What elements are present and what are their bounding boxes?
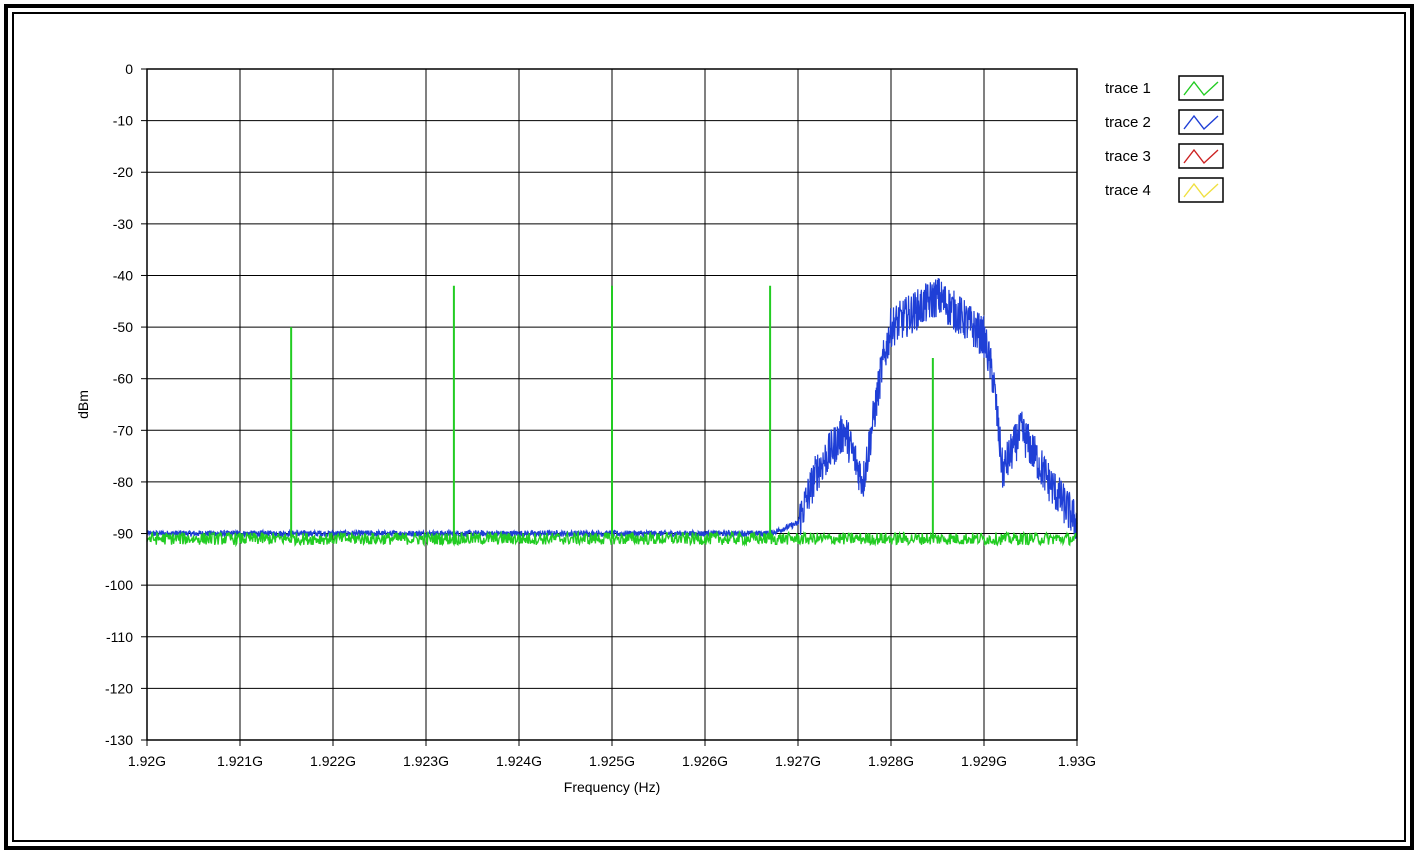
y-tick-label: -20 — [113, 164, 133, 180]
x-tick-label: 1.92G — [128, 753, 166, 769]
x-tick-label: 1.928G — [868, 753, 914, 769]
y-tick-label: -10 — [113, 113, 133, 129]
y-axis-label: dBm — [75, 390, 91, 419]
series-layer — [146, 278, 1078, 548]
legend-swatch-box — [1178, 109, 1224, 135]
legend-item-trace-1[interactable]: trace 1 — [1105, 75, 1224, 101]
y-tick-label: -90 — [113, 526, 133, 542]
legend-item-trace-4[interactable]: trace 4 — [1105, 177, 1224, 203]
x-tick-label: 1.927G — [775, 753, 821, 769]
y-tick-label: -50 — [113, 319, 133, 335]
x-tick-label: 1.929G — [961, 753, 1007, 769]
y-tick-label: -40 — [113, 267, 133, 283]
x-tick-label: 1.925G — [589, 753, 635, 769]
y-tick-label: -60 — [113, 371, 133, 387]
y-tick-label: -30 — [113, 216, 133, 232]
legend-swatch-box — [1178, 177, 1224, 203]
legend-swatch-box — [1178, 75, 1224, 101]
legend[interactable]: trace 1 trace 2 trace 3 trace 4 — [1105, 75, 1224, 203]
legend-item-trace-3[interactable]: trace 3 — [1105, 143, 1224, 169]
x-tick-label: 1.922G — [310, 753, 356, 769]
y-tick-label: -130 — [105, 732, 133, 748]
x-tick-label: 1.926G — [682, 753, 728, 769]
x-tick-label: 1.924G — [496, 753, 542, 769]
x-tick-label: 1.93G — [1058, 753, 1096, 769]
legend-item-trace-2[interactable]: trace 2 — [1105, 109, 1224, 135]
legend-label: trace 2 — [1105, 114, 1151, 131]
x-tick-label: 1.921G — [217, 753, 263, 769]
y-tick-label: -120 — [105, 680, 133, 696]
x-axis-label: Frequency (Hz) — [564, 779, 660, 795]
axis-ticks: 1.92G 1.921G 1.922G 1.923G 1.924G 1.925G 1.926… — [105, 61, 1096, 769]
legend-label: trace 1 — [1105, 80, 1151, 97]
legend-swatch-line — [1183, 80, 1219, 97]
y-tick-label: -70 — [113, 422, 133, 438]
legend-label: trace 3 — [1105, 148, 1151, 165]
legend-label: trace 4 — [1105, 182, 1151, 199]
x-tick-label: 1.923G — [403, 753, 449, 769]
inner-frame — [12, 12, 1406, 842]
y-tick-label: -100 — [105, 577, 133, 593]
legend-swatch-line — [1183, 148, 1219, 165]
legend-swatch-line — [1183, 114, 1219, 131]
y-tick-label: 0 — [125, 61, 133, 77]
y-tick-label: -110 — [106, 629, 133, 645]
legend-swatch-box — [1178, 143, 1224, 169]
y-tick-label: -80 — [113, 474, 133, 490]
legend-swatch-line — [1183, 182, 1219, 199]
